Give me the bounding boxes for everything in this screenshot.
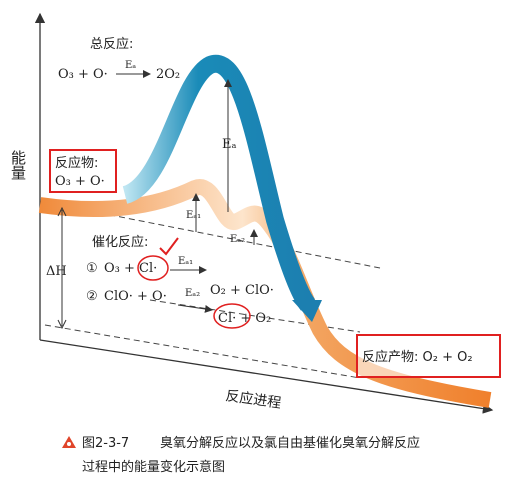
delta-h-label: ΔH	[46, 264, 67, 279]
step1-reactants: O₃ + Cl·	[104, 261, 157, 276]
y-axis-label: 能量	[9, 150, 27, 180]
step1-number: ①	[86, 261, 98, 276]
overall-reactants: O₃ + O·	[58, 67, 108, 82]
ea1-label: Eₐ₁	[186, 210, 201, 221]
product-text: 反应产物: O₂ + O₂	[362, 349, 473, 365]
reactant-box	[49, 149, 117, 193]
caption-line2: 过程中的能量变化示意图	[82, 459, 225, 475]
step2-arrow	[177, 304, 213, 313]
catalyzed-path	[38, 179, 492, 408]
product-box	[356, 334, 501, 378]
caption-line1: 臭氧分解反应以及氯自由基催化臭氧分解反应	[160, 435, 420, 451]
annotation-circle	[213, 303, 251, 329]
overall-products: 2O₂	[156, 67, 180, 82]
ea2-label: Eₐ₂	[230, 234, 245, 245]
ea-label: Eₐ	[222, 137, 237, 152]
step2-number: ②	[86, 289, 98, 304]
step1-arrow-label: Eₐ₁	[178, 256, 193, 267]
overall-arrow-label: Eₐ	[125, 60, 136, 71]
catalytic-title: 催化反应:	[92, 234, 148, 250]
overall-title: 总反应:	[90, 36, 133, 52]
step1-products: O₂ + ClO·	[210, 283, 274, 298]
caption-figure: 图2-3-7	[82, 436, 129, 451]
reactant-level	[69, 206, 381, 269]
x-axis	[39, 339, 494, 414]
step2-reactants: ClO· + O·	[104, 289, 167, 304]
annotation-circle	[137, 255, 169, 281]
annotation-check	[159, 237, 179, 256]
reactant-title: 反应物:	[55, 155, 98, 171]
intermediate-level	[149, 299, 361, 333]
step2-products: Cl· + O₂	[218, 311, 271, 326]
delta-h-arrows	[57, 206, 67, 330]
step2-arrow-label: Eₐ₂	[185, 288, 200, 299]
uncatalyzed-path	[121, 54, 316, 311]
reactant-formula: O₃ + O·	[55, 174, 105, 189]
x-axis-label: 反应进程	[224, 387, 282, 412]
arrow-head	[292, 300, 322, 322]
product-level	[44, 324, 361, 379]
caption-icon-dot	[67, 442, 71, 446]
